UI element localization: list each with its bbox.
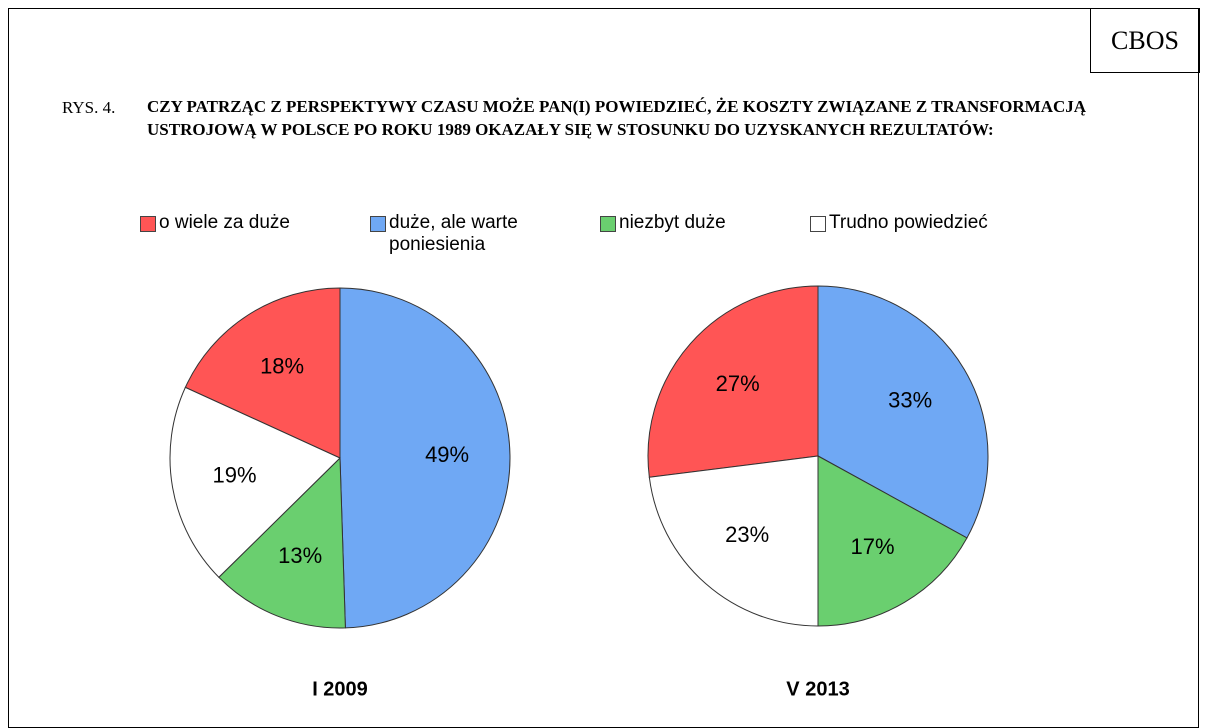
legend-item: Trudno powiedzieć [810,212,1070,234]
value-label: 33% [888,387,932,412]
pie-slice [817,285,989,539]
legend-swatch [600,216,616,232]
pie-slice [647,285,819,478]
legend-label: niezbyt duże [619,212,726,233]
legend-swatch [140,216,156,232]
legend-swatch [810,216,826,232]
legend-label: o wiele za duże [159,212,290,233]
source: CBOS [1090,8,1200,73]
chart-title: V 2013 [786,678,849,700]
pie-slice [184,287,341,459]
figure-label: RYS. 4. [62,98,116,117]
legend-swatch [370,216,386,232]
value-label: 13% [278,543,322,568]
value-label: 23% [725,522,769,547]
value-label: 17% [850,534,894,559]
legend-item: duże, ale warte poniesienia [370,212,550,256]
legend-label: duże, ale warte poniesienia [389,212,518,255]
legend-item: o wiele za duże [140,212,340,234]
value-label: 18% [260,354,304,379]
chart-title: I 2009 [312,678,368,700]
charts: 18% 49% 13% 19% I 2009 27% 33% 17% 23% V 2013 [169,285,989,700]
value-label: 49% [425,442,469,467]
pie-slice [648,455,819,627]
value-label: 19% [213,462,257,487]
legend-item: niezbyt duże [600,212,780,234]
value-label: 27% [716,371,760,396]
page: CBOS RYS. 4. CZY PATRZĄC Z PERSPEKTYWY C… [8,8,1200,728]
pie-slice [169,386,341,578]
legend-label: Trudno powiedzieć [829,212,988,233]
title: CZY PATRZĄC Z PERSPEKTYWY CZASU MOŻE PAN… [147,97,1087,139]
pie-slice [218,456,346,629]
pie-slice [817,455,968,627]
pie-slice [339,287,511,629]
